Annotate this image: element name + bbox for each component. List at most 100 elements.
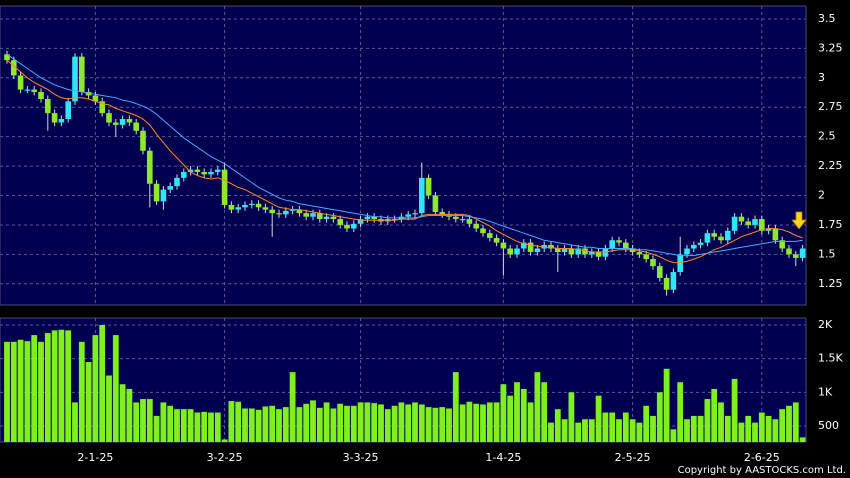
- volume-bar: [187, 409, 194, 442]
- candle-body: [174, 177, 180, 187]
- candle-body: [167, 186, 173, 190]
- volume-bar: [405, 404, 412, 442]
- candle-body: [616, 240, 622, 243]
- candle-body: [657, 266, 663, 278]
- volume-bar: [255, 409, 262, 442]
- candle-body: [663, 277, 670, 290]
- volume-bar: [561, 419, 568, 442]
- candle-body: [786, 248, 792, 255]
- volume-bar: [663, 368, 670, 442]
- candle-body: [255, 203, 262, 208]
- volume-bar: [112, 335, 119, 442]
- volume-bar: [31, 335, 38, 442]
- candle-body: [412, 213, 418, 215]
- candle-body: [201, 171, 207, 175]
- candle-body: [759, 219, 765, 231]
- candle-body: [58, 119, 65, 123]
- volume-bar: [146, 399, 153, 442]
- volume-tick-label: 1K: [818, 385, 833, 398]
- volume-bar: [738, 422, 745, 442]
- candle-body: [133, 122, 139, 131]
- moving-average-line: [6, 59, 803, 264]
- volume-bar: [92, 335, 99, 442]
- candle-body: [113, 122, 119, 125]
- candle-body: [310, 213, 316, 217]
- volume-bar: [602, 412, 609, 442]
- candle-body: [221, 169, 228, 205]
- arrow-marker: [791, 211, 807, 230]
- volume-bar: [350, 405, 357, 442]
- candle-body: [507, 248, 513, 255]
- candle-body: [249, 203, 255, 205]
- volume-bar: [670, 429, 677, 442]
- candle-body: [534, 248, 541, 253]
- candle-body: [677, 254, 683, 273]
- candle-body: [670, 272, 677, 290]
- x-tick-label: 2-5-25: [615, 451, 651, 464]
- volume-bar: [520, 388, 527, 442]
- volume-bar: [72, 402, 78, 442]
- volume-bar: [446, 408, 452, 442]
- volume-bar: [303, 403, 310, 442]
- volume-bar: [486, 402, 493, 442]
- candle-body: [629, 248, 636, 253]
- candle-body: [799, 248, 806, 258]
- volume-bar: [792, 402, 799, 442]
- volume-tick-label: 500: [818, 419, 839, 432]
- candle-body: [31, 89, 37, 92]
- volume-bar: [677, 382, 684, 442]
- candle-body: [419, 177, 425, 214]
- volume-bar: [214, 412, 221, 442]
- volume-bar: [575, 422, 582, 442]
- volume-bar: [276, 409, 282, 442]
- volume-bar: [248, 408, 255, 442]
- volume-bar: [51, 330, 58, 442]
- volume-bar: [500, 384, 507, 442]
- candle-body: [371, 216, 377, 220]
- candle-body: [357, 219, 364, 224]
- volume-bar: [221, 439, 228, 442]
- volume-bar: [167, 405, 174, 442]
- volume-bar: [174, 409, 180, 442]
- volume-bar: [357, 402, 364, 442]
- candle-body: [514, 248, 520, 255]
- volume-bar: [344, 405, 350, 442]
- candle-body: [72, 56, 78, 102]
- volume-bar: [711, 388, 718, 442]
- candle-body: [473, 223, 479, 229]
- volume-bar: [208, 412, 214, 442]
- candle-body: [160, 189, 167, 202]
- volume-bar: [459, 404, 466, 442]
- candle-body: [351, 223, 357, 229]
- volume-bar: [452, 372, 459, 442]
- candle-body: [330, 216, 337, 220]
- volume-bar: [4, 341, 10, 442]
- volume-bar: [718, 402, 724, 442]
- volume-bar: [330, 408, 337, 442]
- candle-body: [704, 233, 711, 243]
- candle-body: [153, 183, 160, 202]
- candle-body: [500, 242, 507, 249]
- volume-bar: [629, 419, 636, 442]
- candle-body: [480, 228, 486, 234]
- candle-body: [364, 216, 371, 220]
- candle-body: [337, 219, 343, 225]
- volume-bar: [364, 402, 371, 442]
- volume-bar: [656, 392, 663, 442]
- candle-body: [99, 101, 105, 114]
- volume-bar: [140, 399, 146, 442]
- volume-bar: [616, 419, 622, 442]
- volume-bar: [745, 415, 752, 442]
- volume-bar: [609, 412, 616, 442]
- volume-bar: [493, 402, 500, 442]
- volume-bar: [106, 375, 112, 442]
- candle-body: [405, 214, 411, 217]
- volume-bar: [534, 372, 541, 442]
- x-tick-label: 2-1-25: [77, 451, 113, 464]
- candle-body: [609, 240, 615, 249]
- volume-bar: [568, 392, 575, 442]
- candle-body: [793, 254, 799, 258]
- candle-body: [725, 230, 731, 241]
- volume-bar: [622, 412, 629, 442]
- y-tick-label: 3.25: [818, 41, 843, 54]
